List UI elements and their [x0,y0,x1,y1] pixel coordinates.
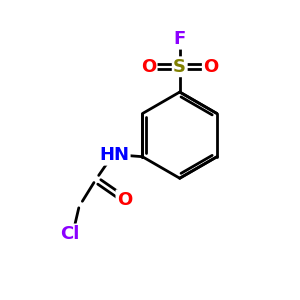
Text: F: F [174,30,186,48]
Text: HN: HN [99,146,129,164]
Text: O: O [141,58,156,76]
Text: Cl: Cl [61,225,80,243]
Text: O: O [117,191,132,209]
Text: S: S [173,58,186,76]
Text: O: O [203,58,219,76]
